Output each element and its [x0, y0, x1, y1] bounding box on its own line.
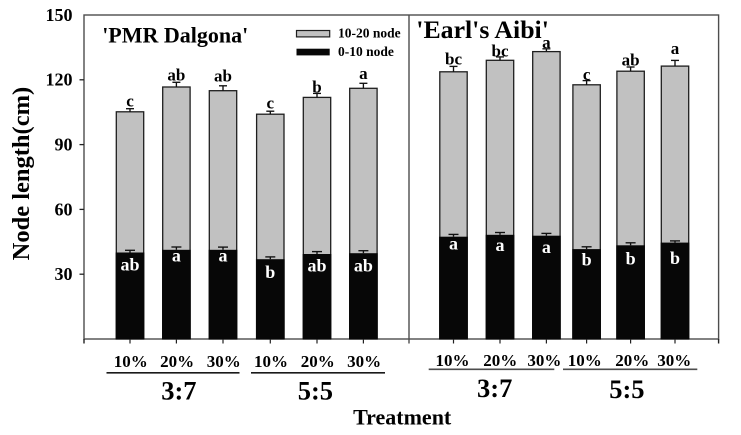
svg-text:b: b: [626, 249, 636, 269]
svg-text:10-20 node: 10-20 node: [338, 26, 401, 41]
svg-text:20%: 20%: [615, 351, 649, 370]
svg-text:c: c: [267, 94, 275, 113]
svg-text:'PMR Dalgona': 'PMR Dalgona': [102, 23, 248, 48]
svg-text:a: a: [172, 246, 181, 266]
svg-text:ab: ab: [214, 66, 232, 85]
svg-text:120: 120: [46, 70, 73, 90]
svg-text:5:5: 5:5: [609, 374, 644, 404]
svg-text:30: 30: [55, 264, 73, 284]
svg-text:ab: ab: [167, 65, 185, 84]
svg-text:ab: ab: [120, 255, 139, 275]
svg-text:10%: 10%: [254, 352, 288, 371]
svg-text:0-10 node: 0-10 node: [338, 44, 394, 59]
svg-text:20%: 20%: [301, 352, 335, 371]
svg-text:10%: 10%: [568, 351, 602, 370]
svg-text:Treatment: Treatment: [353, 405, 452, 430]
svg-text:c: c: [583, 65, 591, 84]
svg-text:b: b: [265, 262, 275, 282]
svg-text:a: a: [449, 233, 458, 253]
svg-text:a: a: [219, 246, 228, 266]
svg-text:'Earl's Aibi': 'Earl's Aibi': [416, 15, 549, 44]
svg-text:60: 60: [55, 199, 73, 219]
svg-text:a: a: [496, 235, 505, 255]
svg-text:150: 150: [46, 5, 73, 25]
svg-text:30%: 30%: [657, 351, 691, 370]
svg-text:ab: ab: [622, 51, 640, 70]
svg-text:5:5: 5:5: [298, 376, 333, 406]
svg-text:b: b: [670, 248, 680, 268]
svg-text:30%: 30%: [527, 351, 561, 370]
svg-text:a: a: [542, 33, 551, 52]
svg-text:Node length(cm): Node length(cm): [8, 87, 35, 261]
svg-text:a: a: [359, 64, 368, 83]
svg-text:20%: 20%: [160, 352, 194, 371]
svg-text:b: b: [312, 77, 321, 96]
svg-text:bc: bc: [445, 49, 462, 68]
svg-text:30%: 30%: [207, 352, 241, 371]
svg-text:10%: 10%: [114, 352, 148, 371]
svg-text:bc: bc: [492, 41, 509, 60]
svg-text:30%: 30%: [347, 352, 381, 371]
svg-text:90: 90: [55, 135, 73, 155]
svg-text:ab: ab: [354, 256, 373, 276]
svg-text:20%: 20%: [483, 351, 517, 370]
svg-text:b: b: [582, 249, 592, 269]
svg-text:a: a: [671, 39, 680, 58]
svg-text:a: a: [542, 237, 551, 257]
svg-text:ab: ab: [307, 256, 326, 276]
svg-text:10%: 10%: [436, 351, 470, 370]
svg-text:3:7: 3:7: [161, 376, 196, 406]
svg-text:c: c: [126, 92, 134, 111]
svg-text:3:7: 3:7: [477, 373, 512, 403]
